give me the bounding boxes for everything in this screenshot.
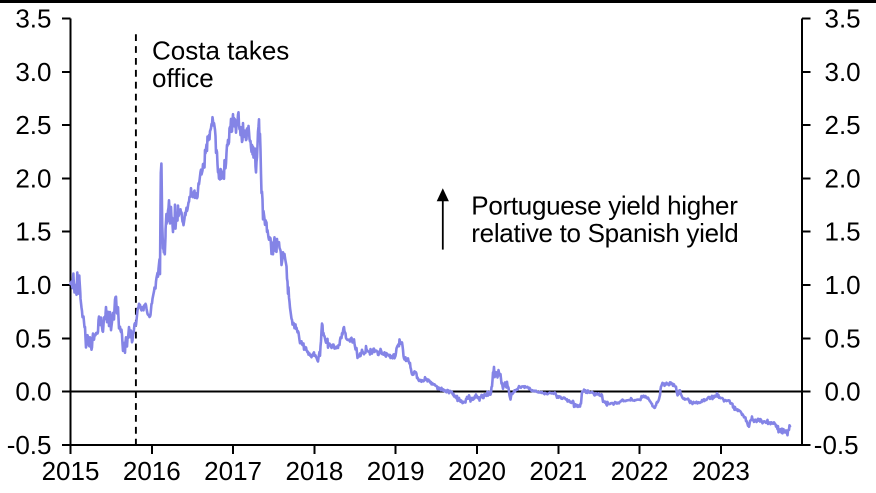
svg-text:relative to Spanish yield: relative to Spanish yield (471, 218, 738, 248)
svg-text:office: office (152, 63, 214, 93)
svg-text:3.5: 3.5 (15, 4, 51, 34)
svg-text:2021: 2021 (529, 456, 587, 486)
svg-text:3.5: 3.5 (825, 4, 861, 34)
svg-text:Costa takes: Costa takes (152, 36, 289, 66)
svg-text:1.5: 1.5 (825, 217, 861, 247)
svg-text:0.0: 0.0 (15, 377, 51, 407)
svg-text:2023: 2023 (692, 456, 750, 486)
svg-text:0.0: 0.0 (825, 377, 861, 407)
svg-text:2019: 2019 (367, 456, 425, 486)
svg-text:1.0: 1.0 (825, 270, 861, 300)
svg-text:2020: 2020 (448, 456, 506, 486)
svg-text:-0.5: -0.5 (7, 430, 52, 460)
svg-text:2.0: 2.0 (825, 163, 861, 193)
svg-text:1.0: 1.0 (15, 270, 51, 300)
svg-text:0.5: 0.5 (825, 323, 861, 353)
svg-text:2022: 2022 (611, 456, 669, 486)
svg-text:0.5: 0.5 (15, 323, 51, 353)
svg-text:2015: 2015 (42, 456, 100, 486)
svg-text:2.0: 2.0 (15, 163, 51, 193)
svg-text:Portuguese yield higher: Portuguese yield higher (471, 191, 738, 221)
svg-text:3.0: 3.0 (825, 57, 861, 87)
svg-text:1.5: 1.5 (15, 217, 51, 247)
svg-text:2.5: 2.5 (15, 110, 51, 140)
svg-text:3.0: 3.0 (15, 57, 51, 87)
svg-text:2018: 2018 (285, 456, 343, 486)
svg-text:2017: 2017 (204, 456, 262, 486)
svg-text:2016: 2016 (123, 456, 181, 486)
svg-text:-0.5: -0.5 (814, 430, 859, 460)
svg-text:2.5: 2.5 (825, 110, 861, 140)
